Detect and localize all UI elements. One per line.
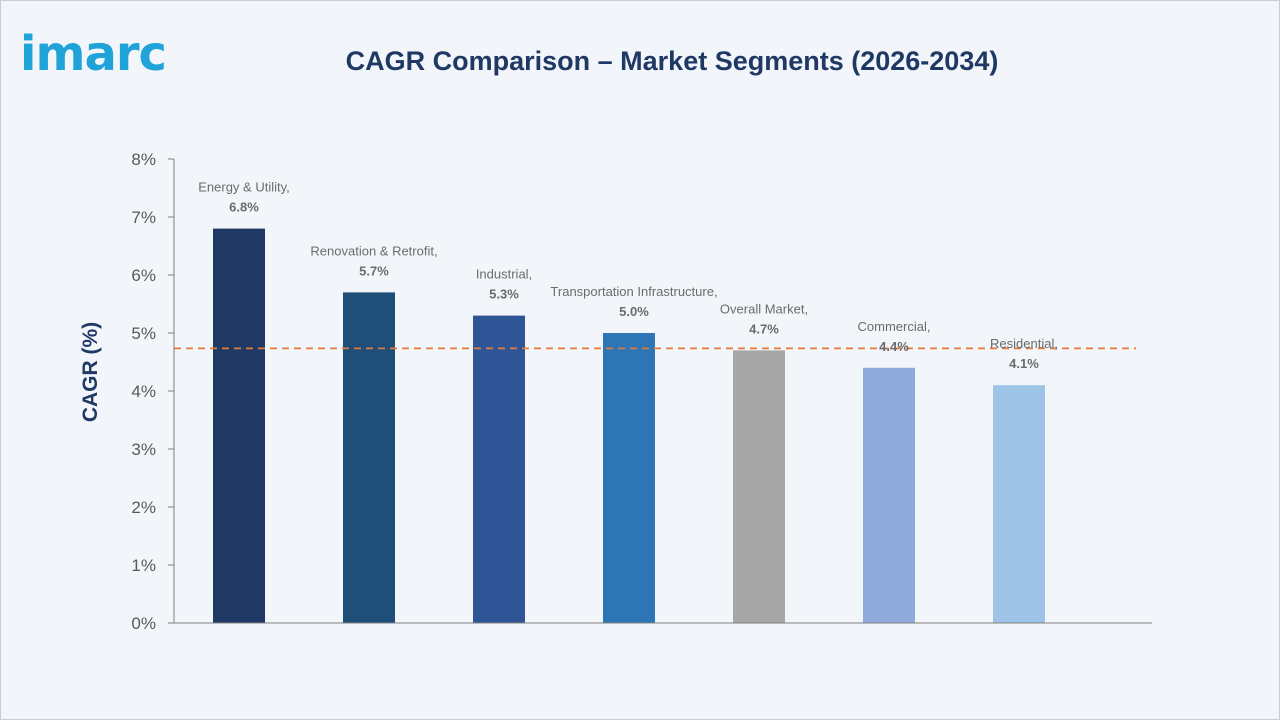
- y-tick-label: 1%: [131, 556, 156, 575]
- data-labels: Energy & Utility, 6.8% Renovation & Retrof…: [198, 180, 1058, 372]
- data-label-category: Residential,: [990, 336, 1058, 351]
- data-label-category: Energy & Utility,: [198, 180, 290, 195]
- y-tick-label: 0%: [131, 614, 156, 633]
- bar: [603, 333, 655, 623]
- y-tick-label: 8%: [131, 150, 156, 169]
- bar: [863, 367, 915, 623]
- data-label-value: 6.8%: [229, 200, 259, 215]
- y-axis-label: CAGR (%): [79, 322, 102, 422]
- bar: [733, 350, 785, 623]
- bar: [213, 228, 265, 623]
- data-label-category: Renovation & Retrofit,: [310, 243, 437, 258]
- data-label-value: 4.1%: [1009, 356, 1039, 371]
- y-tick-label: 3%: [131, 440, 156, 459]
- y-tick-label: 2%: [131, 498, 156, 517]
- y-tick-label: 5%: [131, 324, 156, 343]
- data-label-category: Overall Market,: [720, 301, 808, 316]
- bar: [993, 385, 1045, 623]
- y-tick-label: 6%: [131, 266, 156, 285]
- y-tick-label: 4%: [131, 382, 156, 401]
- y-tick-label: 7%: [131, 208, 156, 227]
- chart-title: CAGR Comparison – Market Segments (2026-…: [345, 46, 999, 76]
- data-label-value: 5.3%: [489, 287, 519, 302]
- bars: [213, 228, 1045, 623]
- y-axis-ticks: 0% 1% 2% 3% 4% 5% 6% 7% 8%: [131, 150, 174, 633]
- imarc-logo: imarc: [20, 26, 167, 82]
- data-label-value: 4.4%: [879, 339, 909, 354]
- data-label-category: Transportation Infrastructure,: [550, 284, 717, 299]
- data-label-category: Commercial,: [858, 319, 931, 334]
- data-label-value: 4.7%: [749, 321, 779, 336]
- bar: [473, 315, 525, 623]
- data-label-category: Industrial,: [476, 267, 532, 282]
- bar: [343, 292, 395, 623]
- data-label-value: 5.7%: [359, 263, 389, 278]
- data-label-value: 5.0%: [619, 304, 649, 319]
